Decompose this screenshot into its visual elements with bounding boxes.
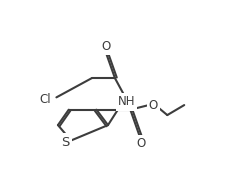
Text: O: O [102, 40, 111, 53]
Text: O: O [137, 137, 146, 150]
Text: NH: NH [118, 95, 135, 108]
Text: S: S [61, 136, 70, 149]
Text: Cl: Cl [40, 93, 52, 106]
Text: O: O [149, 99, 158, 112]
